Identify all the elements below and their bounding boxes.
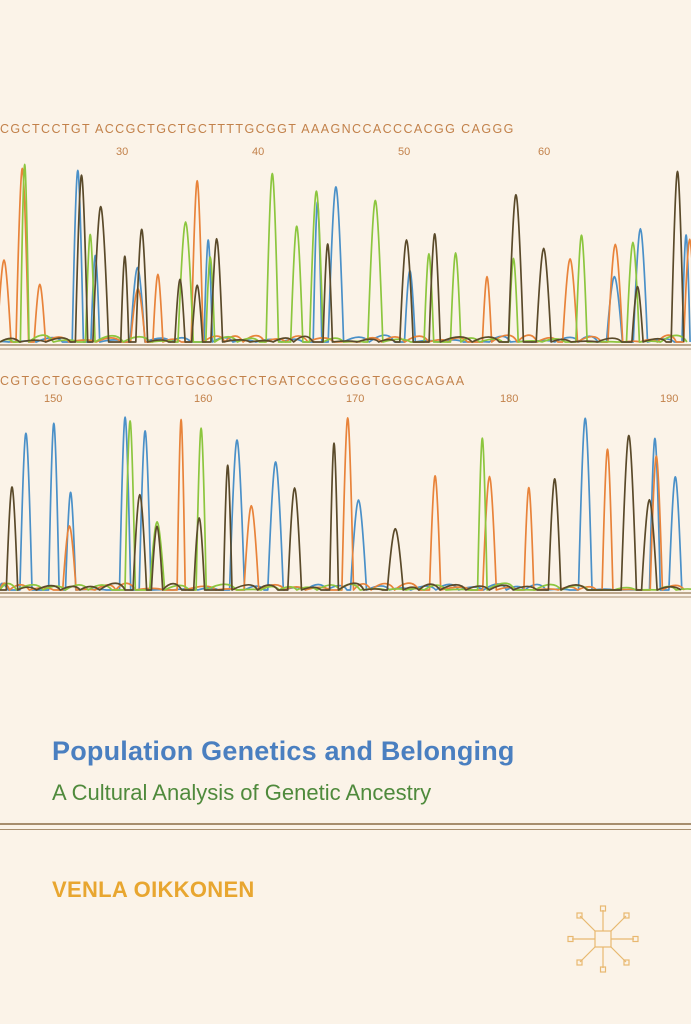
book-title: Population Genetics and Belonging <box>52 736 515 766</box>
chromatogram-top-graphic <box>0 163 691 350</box>
author-name: VENLA OIKKONEN <box>52 877 255 902</box>
tick-label: 40 <box>252 146 265 158</box>
divider-line <box>0 823 691 825</box>
tick-label: 60 <box>538 146 551 158</box>
book-subtitle: A Cultural Analysis of Genetic Ancestry <box>52 780 432 805</box>
palgrave-logo-icon <box>567 905 639 973</box>
tick-label: 150 <box>44 393 63 405</box>
trace-line <box>0 167 691 343</box>
trace-line <box>0 434 682 591</box>
chromatogram-bottom <box>0 398 691 603</box>
tick-label: 170 <box>346 393 365 405</box>
tick-label: 160 <box>194 393 213 405</box>
trace-line <box>0 416 686 591</box>
trace-line <box>0 170 685 343</box>
divider-line <box>0 829 691 830</box>
tick-label: 50 <box>398 146 411 158</box>
chromatogram-bottom-graphic <box>0 416 691 598</box>
tick-label: 180 <box>500 393 519 405</box>
trace-line <box>0 416 683 591</box>
chromatogram-top <box>0 150 691 355</box>
sequence-top-text: CGCTCCTGT ACCGCTGCTGCTTTTGCGGT AAAGNCCAC… <box>0 122 515 136</box>
tick-label: 190 <box>660 393 679 405</box>
tick-label: 30 <box>116 146 129 158</box>
sequence-bottom-text: CGTGCTGGGGCTGTTCGTGCGGCTCTGATCCCGGGGTGGG… <box>0 374 466 388</box>
